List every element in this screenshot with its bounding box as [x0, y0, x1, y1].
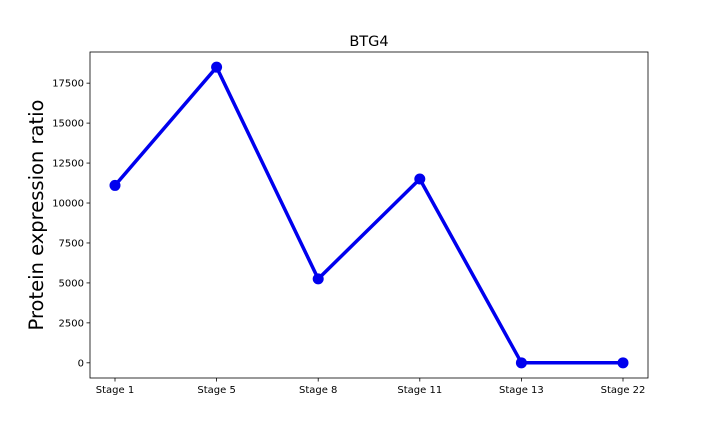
data-point-marker	[211, 61, 223, 73]
x-tick-label: Stage 11	[397, 385, 442, 396]
y-tick-label: 10000	[52, 199, 84, 210]
y-tick-label: 0	[78, 358, 84, 369]
y-axis: 0 2500 5000 7500 10000 12500 15000 17500	[52, 79, 90, 369]
series-layer	[109, 61, 629, 369]
x-axis: Stage 1 Stage 5 Stage 8 Stage 11 Stage 13 Sta…	[96, 378, 646, 396]
x-tick-label: Stage 5	[197, 385, 235, 396]
x-tick-label: Stage 22	[601, 385, 646, 396]
y-tick-label: 7500	[59, 238, 84, 249]
y-tick-label: 15000	[52, 119, 84, 130]
y-tick-label: 12500	[52, 159, 84, 170]
data-point-marker	[312, 273, 324, 285]
data-point-marker	[515, 357, 527, 369]
x-tick-label: Stage 13	[499, 385, 544, 396]
data-point-marker	[617, 357, 629, 369]
series-line	[113, 64, 623, 365]
y-tick-label: 17500	[52, 79, 84, 90]
chart-title: BTG4	[349, 34, 388, 50]
y-tick-label: 2500	[59, 318, 84, 329]
y-axis-label: Protein expression ratio	[25, 100, 48, 331]
data-point-marker	[414, 173, 426, 185]
y-tick-label: 5000	[59, 278, 84, 289]
data-point-marker	[109, 179, 121, 191]
x-tick-label: Stage 8	[299, 385, 337, 396]
x-tick-label: Stage 1	[96, 385, 134, 396]
plot-frame	[89, 51, 649, 379]
